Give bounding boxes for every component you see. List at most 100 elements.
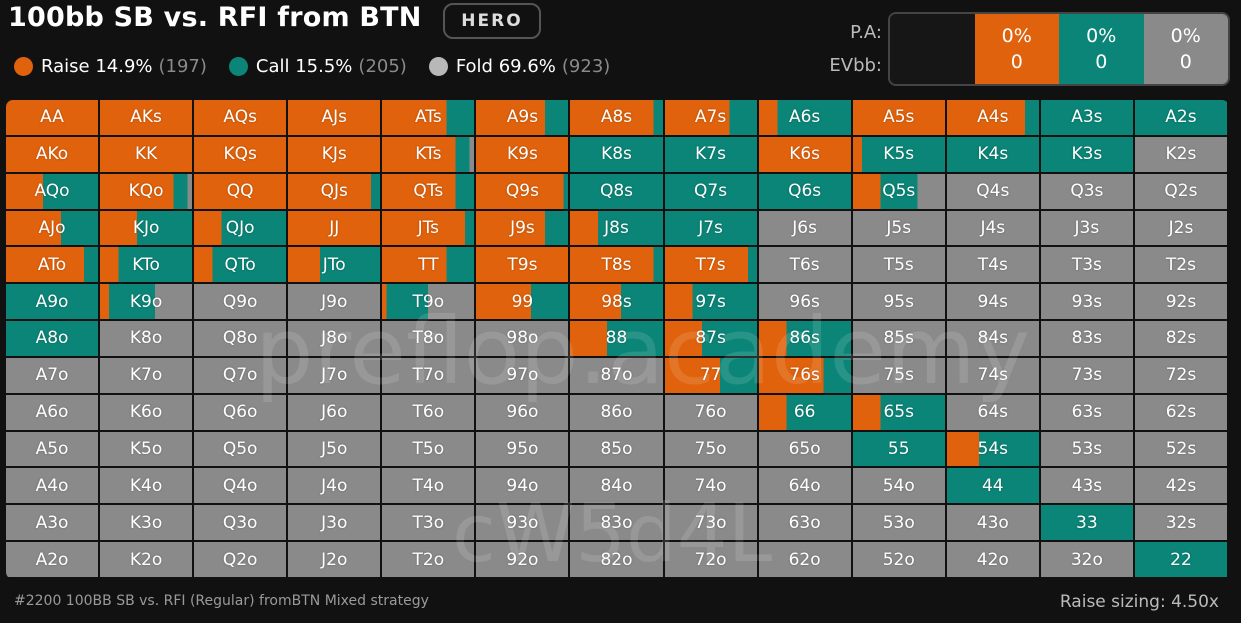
hand-cell-T5s[interactable]: T5s — [852, 247, 945, 283]
hand-cell-64s[interactable]: 64s — [946, 394, 1039, 430]
hand-cell-J2o[interactable]: J2o — [288, 542, 381, 577]
hand-cell-ATs[interactable]: ATs — [382, 100, 475, 135]
hand-cell-QJo[interactable]: QJo — [194, 210, 287, 246]
hand-cell-Q9o[interactable]: Q9o — [194, 284, 287, 320]
hand-cell-KQo[interactable]: KQo — [100, 173, 193, 209]
hand-cell-TT[interactable]: TT — [382, 247, 475, 283]
hand-cell-J8s[interactable]: J8s — [570, 210, 663, 246]
hand-cell-K2s[interactable]: K2s — [1134, 136, 1227, 172]
hand-cell-Q2o[interactable]: Q2o — [194, 542, 287, 577]
hand-cell-KJo[interactable]: KJo — [100, 210, 193, 246]
hand-cell-AQo[interactable]: AQo — [6, 173, 99, 209]
hand-cell-Q6o[interactable]: Q6o — [194, 394, 287, 430]
hand-cell-Q8s[interactable]: Q8s — [570, 173, 663, 209]
hand-cell-88[interactable]: 88 — [570, 321, 663, 356]
hand-cell-K5o[interactable]: K5o — [100, 431, 193, 467]
hand-cell-62s[interactable]: 62s — [1134, 394, 1227, 430]
hand-cell-T4o[interactable]: T4o — [382, 468, 475, 504]
hand-cell-J6o[interactable]: J6o — [288, 394, 381, 430]
hand-cell-73o[interactable]: 73o — [664, 505, 757, 541]
hand-cell-Q7o[interactable]: Q7o — [194, 357, 287, 393]
hand-cell-86s[interactable]: 86s — [758, 321, 851, 356]
hand-cell-Q9s[interactable]: Q9s — [476, 173, 569, 209]
hand-cell-QTs[interactable]: QTs — [382, 173, 475, 209]
hand-cell-K9o[interactable]: K9o — [100, 284, 193, 320]
hand-cell-54o[interactable]: 54o — [852, 468, 945, 504]
hand-cell-QJs[interactable]: QJs — [288, 173, 381, 209]
hand-cell-95o[interactable]: 95o — [476, 431, 569, 467]
hand-cell-J3s[interactable]: J3s — [1040, 210, 1133, 246]
hand-cell-96o[interactable]: 96o — [476, 394, 569, 430]
hand-cell-85s[interactable]: 85s — [852, 321, 945, 356]
hand-cell-72o[interactable]: 72o — [664, 542, 757, 577]
hand-cell-KTo[interactable]: KTo — [100, 247, 193, 283]
hand-cell-99[interactable]: 99 — [476, 284, 569, 320]
hand-cell-65s[interactable]: 65s — [852, 394, 945, 430]
hand-cell-83s[interactable]: 83s — [1040, 321, 1133, 356]
hand-cell-J3o[interactable]: J3o — [288, 505, 381, 541]
hand-cell-84s[interactable]: 84s — [946, 321, 1039, 356]
hand-cell-Q8o[interactable]: Q8o — [194, 321, 287, 356]
hand-cell-53o[interactable]: 53o — [852, 505, 945, 541]
hand-cell-T3s[interactable]: T3s — [1040, 247, 1133, 283]
hand-cell-Q5o[interactable]: Q5o — [194, 431, 287, 467]
hand-cell-KQs[interactable]: KQs — [194, 136, 287, 172]
hand-cell-72s[interactable]: 72s — [1134, 357, 1227, 393]
hand-cell-54s[interactable]: 54s — [946, 431, 1039, 467]
hand-cell-AKo[interactable]: AKo — [6, 136, 99, 172]
hand-cell-T3o[interactable]: T3o — [382, 505, 475, 541]
hand-cell-A2o[interactable]: A2o — [6, 542, 99, 577]
hand-cell-T7s[interactable]: T7s — [664, 247, 757, 283]
hand-cell-32o[interactable]: 32o — [1040, 542, 1133, 577]
hand-cell-KJs[interactable]: KJs — [288, 136, 381, 172]
hand-cell-K2o[interactable]: K2o — [100, 542, 193, 577]
hand-cell-T4s[interactable]: T4s — [946, 247, 1039, 283]
hand-cell-KK[interactable]: KK — [100, 136, 193, 172]
hand-cell-42s[interactable]: 42s — [1134, 468, 1227, 504]
hand-cell-J9o[interactable]: J9o — [288, 284, 381, 320]
hand-cell-66[interactable]: 66 — [758, 394, 851, 430]
hand-cell-J5s[interactable]: J5s — [852, 210, 945, 246]
hand-cell-87o[interactable]: 87o — [570, 357, 663, 393]
hand-cell-AQs[interactable]: AQs — [194, 100, 287, 135]
hand-cell-K9s[interactable]: K9s — [476, 136, 569, 172]
hand-cell-A3s[interactable]: A3s — [1040, 100, 1133, 135]
hand-cell-J8o[interactable]: J8o — [288, 321, 381, 356]
hand-cell-63s[interactable]: 63s — [1040, 394, 1133, 430]
hand-cell-K7s[interactable]: K7s — [664, 136, 757, 172]
hand-cell-T6o[interactable]: T6o — [382, 394, 475, 430]
hand-cell-AJs[interactable]: AJs — [288, 100, 381, 135]
hand-cell-T7o[interactable]: T7o — [382, 357, 475, 393]
hand-cell-76o[interactable]: 76o — [664, 394, 757, 430]
hand-cell-AKs[interactable]: AKs — [100, 100, 193, 135]
hand-cell-A4o[interactable]: A4o — [6, 468, 99, 504]
hand-cell-T8o[interactable]: T8o — [382, 321, 475, 356]
hand-cell-A7s[interactable]: A7s — [664, 100, 757, 135]
hand-cell-22[interactable]: 22 — [1134, 542, 1227, 577]
hand-cell-33[interactable]: 33 — [1040, 505, 1133, 541]
hand-cell-JTo[interactable]: JTo — [288, 247, 381, 283]
hand-cell-43s[interactable]: 43s — [1040, 468, 1133, 504]
hand-cell-94o[interactable]: 94o — [476, 468, 569, 504]
hand-cell-J6s[interactable]: J6s — [758, 210, 851, 246]
hand-cell-A5s[interactable]: A5s — [852, 100, 945, 135]
hand-cell-T2s[interactable]: T2s — [1134, 247, 1227, 283]
hand-cell-85o[interactable]: 85o — [570, 431, 663, 467]
hand-cell-J7s[interactable]: J7s — [664, 210, 757, 246]
hand-cell-44[interactable]: 44 — [946, 468, 1039, 504]
hand-cell-93s[interactable]: 93s — [1040, 284, 1133, 320]
hand-cell-J9s[interactable]: J9s — [476, 210, 569, 246]
hand-cell-QQ[interactable]: QQ — [194, 173, 287, 209]
hand-cell-52o[interactable]: 52o — [852, 542, 945, 577]
hand-cell-K3o[interactable]: K3o — [100, 505, 193, 541]
hand-cell-T9s[interactable]: T9s — [476, 247, 569, 283]
hand-cell-JJ[interactable]: JJ — [288, 210, 381, 246]
hand-cell-A8s[interactable]: A8s — [570, 100, 663, 135]
hand-cell-84o[interactable]: 84o — [570, 468, 663, 504]
hand-cell-98o[interactable]: 98o — [476, 321, 569, 356]
hand-cell-97o[interactable]: 97o — [476, 357, 569, 393]
hand-cell-T5o[interactable]: T5o — [382, 431, 475, 467]
hand-cell-T9o[interactable]: T9o — [382, 284, 475, 320]
hand-cell-64o[interactable]: 64o — [758, 468, 851, 504]
hand-cell-75o[interactable]: 75o — [664, 431, 757, 467]
